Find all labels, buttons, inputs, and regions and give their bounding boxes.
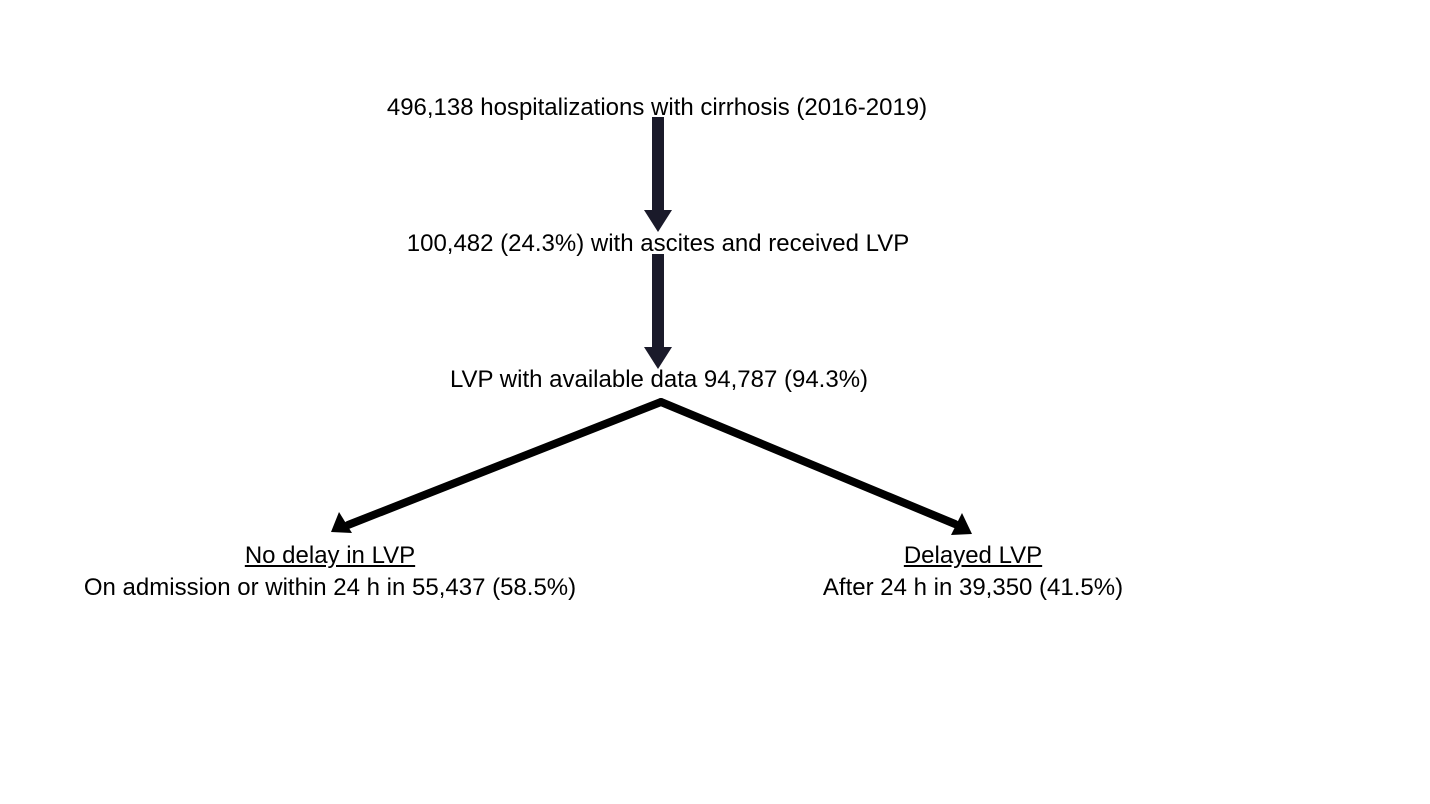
- node-total-text: 496,138 hospitalizations with cirrhosis …: [386, 94, 928, 121]
- node-total-hospitalizations: 496,138 hospitalizations with cirrhosis …: [387, 92, 927, 124]
- node-available-data: LVP with available data 94,787 (94.3%): [450, 364, 868, 396]
- node-delayed-title: Delayed LVP: [903, 542, 1043, 569]
- node-ascites-lvp: 100,482 (24.3%) with ascites and receive…: [407, 228, 910, 260]
- arrow-available-to-no-delay: [331, 398, 665, 533]
- node-ascites-text: 100,482 (24.3%) with ascites and receive…: [406, 230, 910, 257]
- node-delayed-text: After 24 h in 39,350 (41.5%): [822, 574, 1124, 601]
- arrow-available-to-delayed: [657, 398, 972, 535]
- node-no-delay-text: On admission or within 24 h in 55,437 (5…: [83, 574, 577, 601]
- arrow-ascites-to-available: [644, 254, 672, 369]
- node-available-text: LVP with available data 94,787 (94.3%): [449, 366, 869, 393]
- arrow-total-to-ascites: [644, 117, 672, 232]
- node-delayed: Delayed LVP After 24 h in 39,350 (41.5%): [823, 540, 1123, 604]
- node-no-delay-title: No delay in LVP: [244, 542, 416, 569]
- node-no-delay: No delay in LVP On admission or within 2…: [84, 540, 576, 604]
